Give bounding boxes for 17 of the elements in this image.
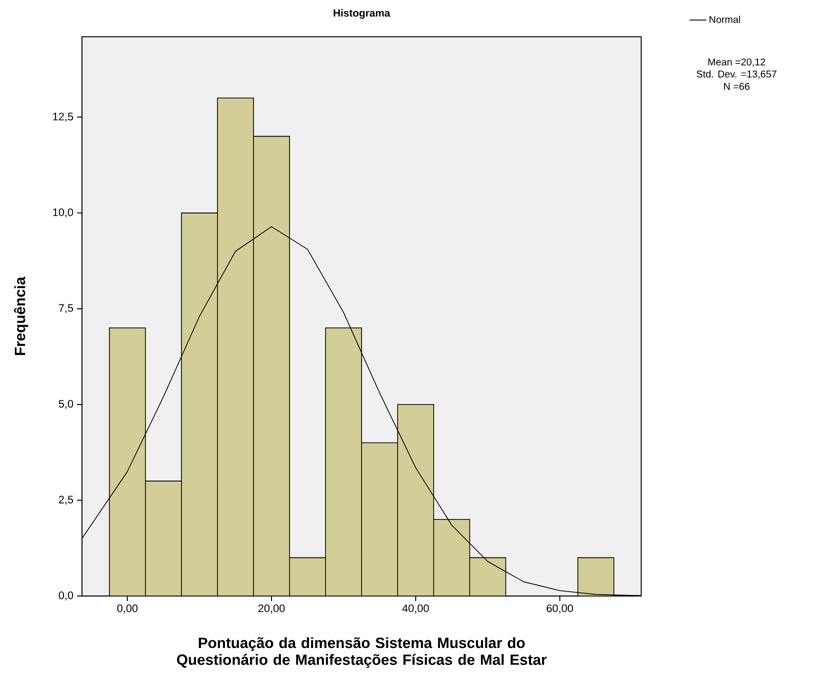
x-tick-label: 20,00 (258, 604, 285, 614)
y-axis-title: Frequência (14, 276, 28, 355)
y-tick-label: 10,0 (53, 208, 74, 218)
x-tick-label: 40,00 (402, 604, 429, 614)
x-axis-title: Pontuação da dimensão Sistema Muscular do Questionário de Manifestações Físicas de Mal Estar (177, 637, 547, 668)
x-tick-label: 60,00 (546, 604, 573, 614)
y-tick-label: 12,5 (53, 112, 74, 122)
legend-label: Normal (710, 16, 740, 23)
text: Mean =20,12 (708, 58, 766, 66)
x-tick-label: 0,00 (117, 604, 138, 614)
text: N =66 (724, 82, 750, 90)
chart-title: Histograma (334, 8, 390, 19)
text: Std. Dev. =13,657 (696, 70, 776, 79)
y-tick-label: 2,5 (58, 496, 74, 505)
y-tick-label: 5,0 (58, 400, 74, 409)
y-tick-label: 7,5 (58, 304, 74, 313)
y-tick-label: 0,0 (58, 591, 74, 600)
